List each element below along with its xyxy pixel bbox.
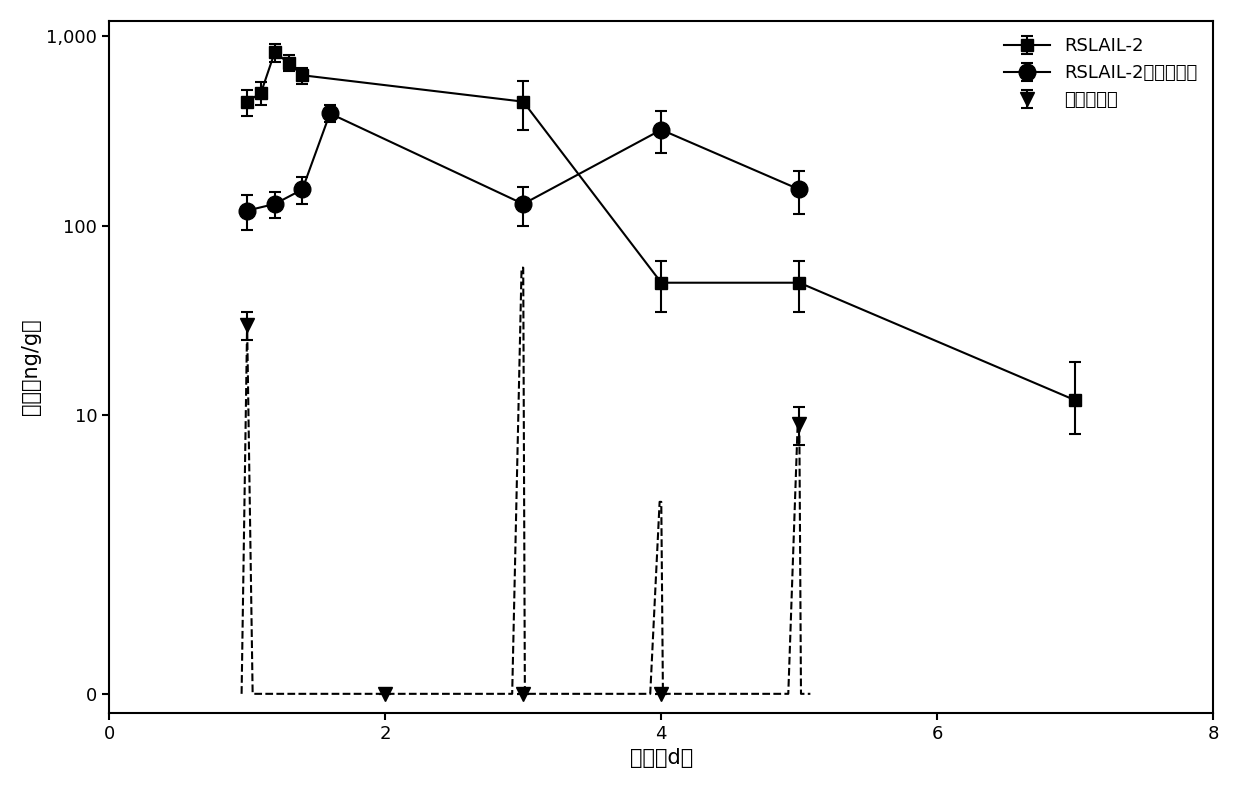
X-axis label: 时间（d）: 时间（d） [630, 748, 693, 768]
Legend: RSLAIL-2, RSLAIL-2活性缀合物, 阿地白介素: RSLAIL-2, RSLAIL-2活性缀合物, 阿地白介素 [997, 30, 1204, 116]
Y-axis label: 浓度（ng/g）: 浓度（ng/g） [21, 319, 41, 415]
